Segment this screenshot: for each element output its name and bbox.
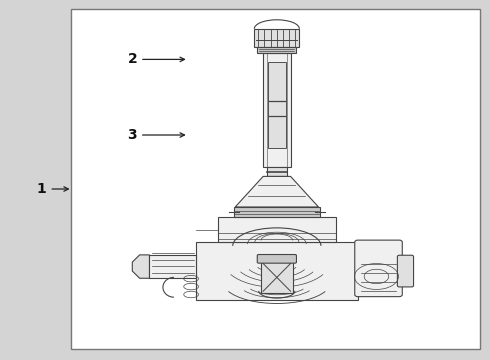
FancyBboxPatch shape [355, 240, 402, 297]
Text: 2: 2 [127, 53, 184, 66]
Bar [196, 242, 358, 300]
Bar [267, 167, 287, 176]
Bar [71, 9, 480, 349]
Polygon shape [254, 29, 299, 47]
Bar [261, 262, 293, 293]
Bar [149, 255, 196, 278]
Bar [268, 62, 286, 148]
Polygon shape [132, 255, 149, 278]
Bar [263, 53, 291, 167]
FancyBboxPatch shape [397, 255, 414, 287]
Polygon shape [235, 176, 318, 207]
Text: 1: 1 [37, 182, 68, 196]
Bar [234, 207, 320, 217]
Bar [257, 47, 296, 53]
Bar [218, 217, 336, 242]
FancyBboxPatch shape [257, 255, 296, 263]
Text: 3: 3 [127, 128, 184, 142]
